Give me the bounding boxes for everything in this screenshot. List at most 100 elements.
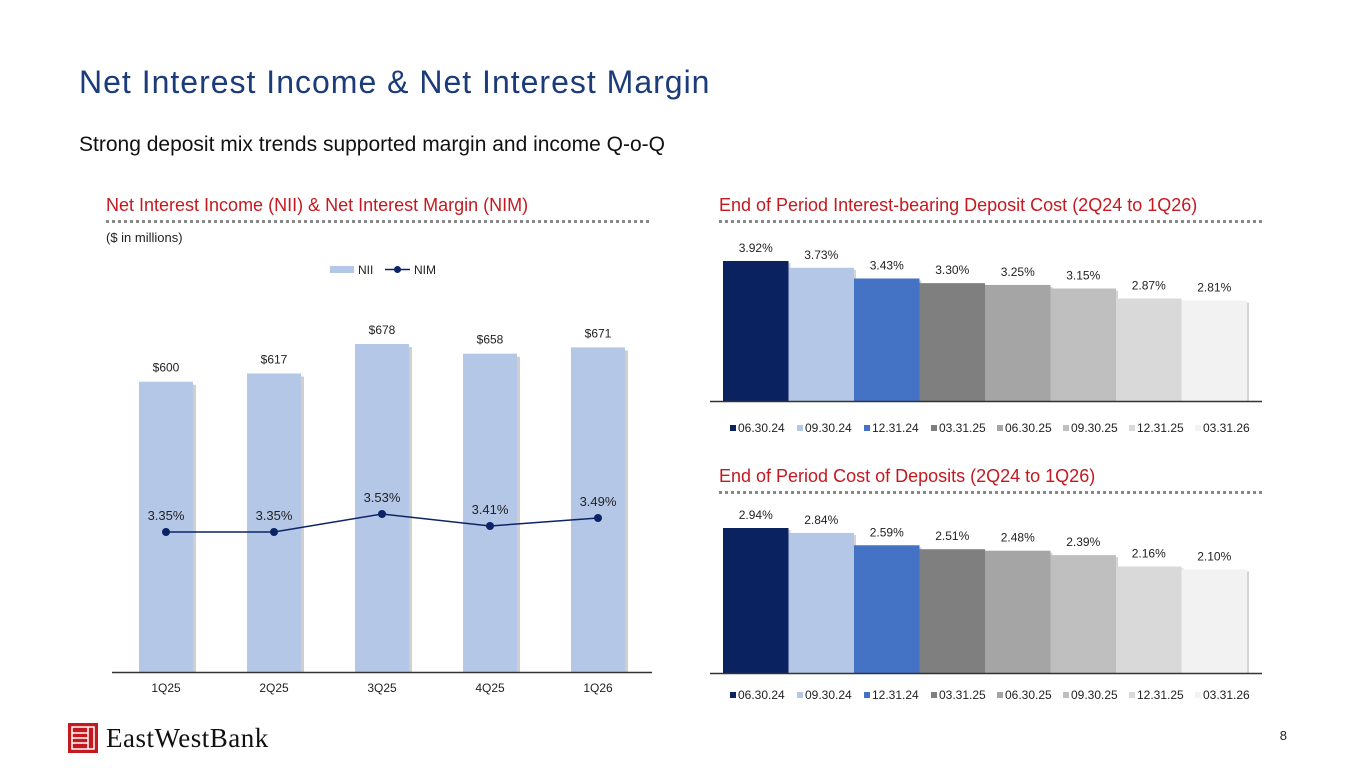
nii-value-label: $678 xyxy=(369,323,396,337)
x-tick-label: 4Q25 xyxy=(475,681,505,695)
legend-label: 06.30.25 xyxy=(1005,688,1052,702)
cost-of-deposits-title-divider xyxy=(719,491,1262,494)
legend-swatch xyxy=(730,425,736,431)
nim-value-label: 3.53% xyxy=(364,490,401,505)
legend-label: 09.30.24 xyxy=(805,688,852,702)
deposit-bar-09.30.25 xyxy=(1050,555,1116,673)
deposit-bar-12.31.25 xyxy=(1116,566,1182,673)
deposit-bar-12.31.24 xyxy=(854,545,920,673)
legend-swatch-nii xyxy=(330,266,354,273)
deposit-value-label: 2.59% xyxy=(870,525,904,539)
legend-swatch xyxy=(997,425,1003,431)
legend-label: 09.30.25 xyxy=(1071,688,1118,702)
deposit-bar-06.30.25 xyxy=(985,550,1051,673)
deposit-value-label: 2.51% xyxy=(935,529,969,543)
nim-point xyxy=(378,510,386,518)
legend-label: 03.31.25 xyxy=(939,421,986,435)
nii-value-label: $658 xyxy=(477,333,504,347)
x-tick-label: 2Q25 xyxy=(259,681,289,695)
legend-label: 12.31.25 xyxy=(1137,421,1184,435)
x-tick-label: 1Q26 xyxy=(583,681,613,695)
legend-label: 12.31.24 xyxy=(872,688,919,702)
legend-label-nii: NII xyxy=(358,263,373,277)
cost-of-deposits-chart-title: End of Period Cost of Deposits (2Q24 to … xyxy=(719,466,1096,486)
nii-bar xyxy=(463,353,517,672)
deposit-bar-09.30.24 xyxy=(788,532,854,673)
nii-bar xyxy=(247,373,301,672)
legend-label: 12.31.25 xyxy=(1137,688,1184,702)
legend-swatch xyxy=(1129,692,1135,698)
logo-text: EastWestBank xyxy=(106,722,269,753)
deposit-value-label: 2.84% xyxy=(804,513,838,527)
logo-mark-icon xyxy=(68,723,98,753)
deposit-bar-12.31.24 xyxy=(854,278,920,401)
legend-label: 06.30.24 xyxy=(738,421,785,435)
deposit-value-label: 2.87% xyxy=(1132,279,1166,293)
deposit-value-label: 3.73% xyxy=(804,248,838,262)
legend-swatch xyxy=(1063,425,1069,431)
legend-label: 03.31.26 xyxy=(1203,688,1250,702)
deposit-bar-12.31.25 xyxy=(1116,298,1182,401)
company-logo: EastWestBank xyxy=(68,722,269,754)
deposit-value-label: 3.30% xyxy=(935,263,969,277)
nim-point xyxy=(162,528,170,536)
nii-bar xyxy=(571,347,625,672)
legend-swatch xyxy=(864,425,870,431)
nii-value-label: $600 xyxy=(153,361,180,375)
nim-point xyxy=(594,514,602,522)
deposit-value-label: 3.92% xyxy=(739,241,773,255)
deposit-value-label: 2.39% xyxy=(1066,535,1100,549)
deposit-value-label: 3.15% xyxy=(1066,269,1100,283)
deposit-bar-06.30.24 xyxy=(723,261,789,401)
deposit-bar-03.31.26 xyxy=(1181,300,1247,401)
deposit-bar-09.30.25 xyxy=(1050,288,1116,401)
legend-swatch xyxy=(1129,425,1135,431)
deposit-value-label: 2.16% xyxy=(1132,546,1166,560)
legend-swatch xyxy=(1195,692,1201,698)
nim-value-label: 3.49% xyxy=(580,494,617,509)
legend-label: 03.31.26 xyxy=(1203,421,1250,435)
legend-swatch xyxy=(931,425,937,431)
deposit-value-label: 3.25% xyxy=(1001,265,1035,279)
deposit-value-label: 3.43% xyxy=(870,259,904,273)
units-note: ($ in millions) xyxy=(106,230,183,245)
deposit-bar-09.30.24 xyxy=(788,267,854,401)
x-tick-label: 1Q25 xyxy=(151,681,181,695)
deposit-bar-06.30.25 xyxy=(985,284,1051,401)
deposit-bar-03.31.25 xyxy=(919,549,985,673)
legend-label: 09.30.25 xyxy=(1071,421,1118,435)
legend-swatch xyxy=(1063,692,1069,698)
page-title: Net Interest Income & Net Interest Margi… xyxy=(79,64,711,100)
legend-swatch xyxy=(797,425,803,431)
nii-chart-title: Net Interest Income (NII) & Net Interest… xyxy=(106,195,529,215)
nii-bar xyxy=(355,344,409,672)
legend-swatch xyxy=(1195,425,1201,431)
nim-value-label: 3.41% xyxy=(472,502,509,517)
legend-label: 06.30.25 xyxy=(1005,421,1052,435)
legend-swatch xyxy=(730,692,736,698)
legend-swatch xyxy=(997,692,1003,698)
legend-label: 12.31.24 xyxy=(872,421,919,435)
legend-swatch xyxy=(797,692,803,698)
deposit-value-label: 2.10% xyxy=(1197,549,1231,563)
deposit-bar-03.31.25 xyxy=(919,283,985,401)
legend-swatch xyxy=(864,692,870,698)
deposit-cost-title-divider xyxy=(719,220,1262,223)
nim-value-label: 3.35% xyxy=(256,508,293,523)
legend-label: 03.31.25 xyxy=(939,688,986,702)
nim-point xyxy=(486,522,494,530)
nim-value-label: 3.35% xyxy=(148,508,185,523)
legend-label: 09.30.24 xyxy=(805,421,852,435)
legend-label: 06.30.24 xyxy=(738,688,785,702)
deposit-value-label: 2.48% xyxy=(1001,531,1035,545)
deposit-bar-06.30.24 xyxy=(723,528,789,673)
deposit-cost-chart-title: End of Period Interest-bearing Deposit C… xyxy=(719,195,1198,215)
legend-label-nim: NIM xyxy=(414,263,436,277)
nim-point xyxy=(270,528,278,536)
nii-title-divider xyxy=(106,220,649,223)
nii-bar xyxy=(139,381,193,672)
deposit-value-label: 2.81% xyxy=(1197,281,1231,295)
